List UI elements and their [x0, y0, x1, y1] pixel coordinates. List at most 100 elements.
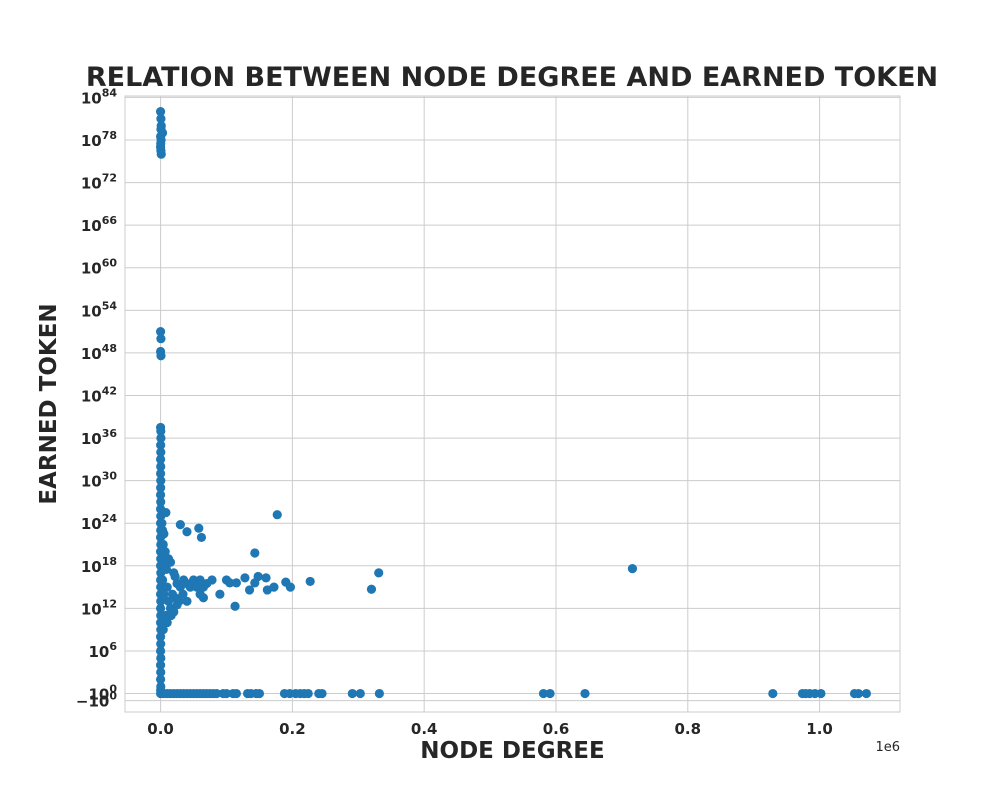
- data-point: [253, 571, 263, 582]
- data-point: [156, 114, 166, 124]
- data-point: [156, 426, 166, 436]
- data-point: [156, 639, 166, 649]
- data-point: [155, 327, 166, 337]
- y-tick-label: 1078: [81, 129, 117, 150]
- data-point: [374, 568, 384, 578]
- x-tick-label: 0.2: [279, 720, 306, 738]
- data-point: [155, 646, 166, 656]
- data-point: [231, 688, 241, 699]
- y-tick-label: 1060: [81, 257, 118, 278]
- data-point: [160, 547, 170, 557]
- y-tick-label: 1084: [81, 86, 118, 107]
- y-tick-label: 100: [88, 683, 117, 704]
- data-point: [192, 582, 202, 592]
- data-point: [156, 596, 166, 606]
- data-point: [188, 575, 199, 585]
- data-point: [172, 600, 182, 610]
- data-point: [182, 527, 192, 537]
- data-point: [155, 660, 166, 670]
- x-tick-label: 0.0: [147, 720, 174, 738]
- data-point: [580, 688, 590, 699]
- data-point: [212, 688, 222, 699]
- chart-title: RELATION BETWEEN NODE DEGREE AND EARNED …: [85, 62, 939, 93]
- y-tick-label: 1066: [81, 214, 118, 235]
- x-axis-ticks: 0.0 0.2 0.4 0.6 0.8 1.0: [147, 720, 833, 738]
- y-tick-label: 1072: [81, 172, 117, 193]
- data-point: [165, 557, 176, 567]
- data-point: [159, 529, 169, 539]
- data-point: [159, 589, 169, 599]
- data-point: [347, 688, 357, 699]
- data-point: [225, 578, 235, 588]
- data-point: [182, 596, 192, 606]
- data-point: [155, 603, 166, 613]
- data-point: [156, 149, 166, 159]
- data-point: [215, 589, 225, 599]
- data-points: [155, 107, 871, 699]
- data-point: [156, 476, 166, 486]
- data-point: [161, 507, 171, 518]
- data-point: [185, 582, 195, 592]
- y-tick-label: 1012: [81, 597, 117, 618]
- data-point: [155, 632, 166, 642]
- data-point: [627, 564, 638, 574]
- grid-lines: [125, 96, 900, 712]
- data-point: [221, 688, 232, 699]
- data-point: [254, 688, 265, 699]
- data-point: [158, 539, 168, 550]
- data-point: [155, 454, 166, 464]
- data-point: [166, 610, 176, 621]
- data-point: [157, 575, 168, 585]
- plot-area: [124, 95, 901, 713]
- y-tick-label: 1018: [81, 555, 117, 576]
- data-point: [162, 582, 172, 592]
- data-point: [156, 334, 166, 344]
- data-point: [156, 461, 166, 472]
- data-point: [355, 688, 365, 699]
- data-point: [155, 674, 166, 684]
- data-point: [155, 468, 166, 479]
- x-axis-offset-text: 1e6: [875, 740, 900, 755]
- y-tick-label: 1036: [81, 427, 118, 448]
- data-point: [250, 548, 260, 558]
- data-point: [816, 688, 826, 699]
- data-point: [175, 520, 185, 530]
- y-tick-label: 1042: [81, 384, 117, 405]
- data-point: [231, 578, 241, 588]
- data-point: [768, 688, 778, 699]
- data-point: [161, 564, 172, 574]
- data-point: [194, 523, 204, 533]
- data-point: [156, 483, 166, 493]
- data-point: [285, 582, 296, 592]
- data-point: [303, 688, 313, 699]
- data-point: [374, 688, 384, 699]
- data-point: [156, 440, 166, 450]
- data-point: [156, 667, 166, 677]
- data-point: [853, 688, 864, 699]
- y-tick-label: 1048: [81, 342, 117, 363]
- data-point: [861, 688, 871, 699]
- y-tick-label: 106: [88, 640, 117, 661]
- x-tick-label: 0.8: [675, 720, 702, 738]
- y-tick-label: 1024: [81, 512, 118, 533]
- data-point: [317, 688, 327, 699]
- data-point: [156, 582, 166, 592]
- data-point: [244, 585, 255, 595]
- data-point: [198, 593, 209, 603]
- data-point: [156, 447, 166, 457]
- data-point: [170, 571, 180, 582]
- data-point: [538, 688, 549, 699]
- data-point: [207, 575, 217, 585]
- x-axis-label: NODE DEGREE: [420, 738, 605, 764]
- data-point: [155, 490, 166, 500]
- y-tick-label: 1054: [81, 299, 118, 320]
- y-tick-label: 1030: [81, 470, 118, 491]
- data-point: [178, 589, 188, 599]
- data-point: [158, 625, 168, 635]
- data-point: [156, 433, 166, 443]
- data-point: [156, 653, 166, 663]
- data-point: [196, 532, 207, 543]
- data-point: [305, 576, 315, 587]
